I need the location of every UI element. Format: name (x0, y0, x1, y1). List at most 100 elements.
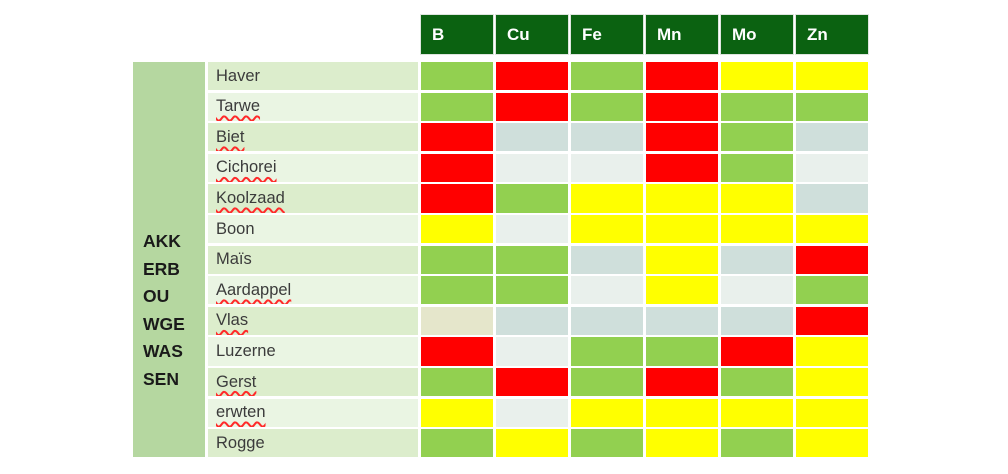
matrix-cell-mn-vlas (646, 306, 718, 336)
matrix-cell-fe-haver (571, 62, 643, 91)
matrix-cell-mo-haver (721, 62, 793, 91)
matrix-cell-fe-gerst (571, 367, 643, 397)
matrix-cell-mn-biet (646, 123, 718, 152)
row-label-text: Biet (216, 127, 245, 146)
matrix-cell-mn-erwten (646, 398, 718, 427)
matrix-cell-mn-gerst (646, 367, 718, 397)
matrix-cell-b-koolzaad (421, 184, 493, 213)
matrix-cell-cu-boon (496, 214, 568, 244)
matrix-cell-mo-luzerne (721, 337, 793, 366)
row-label-aardappel: Aardappel (208, 276, 418, 305)
matrix-cell-zn-mas (796, 245, 868, 274)
row-label-koolzaad: Koolzaad (208, 184, 418, 213)
matrix-cell-fe-rogge (571, 429, 643, 458)
matrix-cell-mo-boon (721, 214, 793, 244)
matrix-cell-b-erwten (421, 398, 493, 427)
row-group-label: AKK ERB OU WGE WAS SEN (143, 231, 185, 389)
matrix-cell-mn-haver (646, 62, 718, 91)
matrix-cell-mo-cichorei (721, 153, 793, 183)
matrix-cell-b-rogge (421, 429, 493, 458)
row-label-text: Vlas (216, 311, 249, 330)
matrix-cell-fe-cichorei (571, 153, 643, 183)
row-label-cichorei: Cichorei (208, 153, 418, 183)
matrix-cell-cu-cichorei (496, 153, 568, 183)
matrix-cell-mn-luzerne (646, 337, 718, 366)
row-label-biet: Biet (208, 123, 418, 152)
matrix-cell-b-cichorei (421, 153, 493, 183)
column-header-cu: Cu (495, 14, 569, 55)
matrix-cell-b-gerst (421, 367, 493, 397)
row-group-label-cell: AKK ERB OU WGE WAS SEN (133, 62, 205, 458)
matrix-cell-mo-rogge (721, 429, 793, 458)
matrix-cell-zn-cichorei (796, 153, 868, 183)
matrix-cell-b-mas (421, 245, 493, 274)
column-header-zn: Zn (795, 14, 869, 55)
matrix-cell-b-biet (421, 123, 493, 152)
matrix-cell-zn-biet (796, 123, 868, 152)
column-header-mo: Mo (720, 14, 794, 55)
matrix-cell-zn-koolzaad (796, 184, 868, 213)
matrix-cell-mo-biet (721, 123, 793, 152)
matrix-cell-fe-boon (571, 214, 643, 244)
row-label-text: Cichorei (216, 158, 277, 177)
matrix-cell-b-aardappel (421, 276, 493, 305)
row-label-luzerne: Luzerne (208, 337, 418, 366)
matrix-cell-zn-erwten (796, 398, 868, 427)
matrix-cell-cu-mas (496, 245, 568, 274)
row-label-mas: Maïs (208, 245, 418, 274)
matrix-cell-zn-aardappel (796, 276, 868, 305)
matrix-cell-cu-gerst (496, 367, 568, 397)
matrix-cell-cu-vlas (496, 306, 568, 336)
row-label-text: Rogge (216, 433, 265, 452)
matrix-cell-cu-rogge (496, 429, 568, 458)
matrix-cell-mo-gerst (721, 367, 793, 397)
matrix-cell-mo-vlas (721, 306, 793, 336)
matrix-cell-b-vlas (421, 306, 493, 336)
row-label-rogge: Rogge (208, 429, 418, 458)
matrix-cell-zn-tarwe (796, 92, 868, 121)
row-label-text: Haver (216, 66, 261, 85)
row-label-tarwe: Tarwe (208, 92, 418, 121)
row-label-text: Gerst (216, 372, 257, 391)
matrix-cell-fe-tarwe (571, 92, 643, 121)
row-label-text: Tarwe (216, 97, 261, 116)
matrix-cell-cu-haver (496, 62, 568, 91)
row-label-vlas: Vlas (208, 306, 418, 336)
matrix-cell-fe-koolzaad (571, 184, 643, 213)
nutrient-header-row: B Cu Fe Mn Mo Zn (420, 14, 869, 55)
matrix-cell-cu-koolzaad (496, 184, 568, 213)
column-header-mn: Mn (645, 14, 719, 55)
matrix-cell-fe-vlas (571, 306, 643, 336)
matrix-cell-mn-boon (646, 214, 718, 244)
matrix-cell-cu-luzerne (496, 337, 568, 366)
row-label-text: Boon (216, 219, 255, 238)
matrix-cell-mo-erwten (721, 398, 793, 427)
matrix-cell-mn-aardappel (646, 276, 718, 305)
matrix-cell-fe-biet (571, 123, 643, 152)
matrix-cell-fe-aardappel (571, 276, 643, 305)
matrix-cell-mo-koolzaad (721, 184, 793, 213)
matrix-cell-zn-haver (796, 62, 868, 91)
matrix-cell-zn-luzerne (796, 337, 868, 366)
matrix-cell-mn-koolzaad (646, 184, 718, 213)
matrix-cell-b-tarwe (421, 92, 493, 121)
crop-nutrient-matrix: AKK ERB OU WGE WAS SEN Haver Tarwe Biet Cic… (133, 62, 868, 458)
matrix-cell-cu-erwten (496, 398, 568, 427)
matrix-cell-mn-mas (646, 245, 718, 274)
row-label-text: Koolzaad (216, 189, 285, 208)
row-label-text: Luzerne (216, 341, 276, 360)
matrix-cell-mn-cichorei (646, 153, 718, 183)
row-label-text: Maïs (216, 250, 252, 269)
matrix-cell-b-haver (421, 62, 493, 91)
matrix-cell-fe-erwten (571, 398, 643, 427)
matrix-cell-mo-tarwe (721, 92, 793, 121)
row-label-text: Aardappel (216, 280, 292, 299)
matrix-cell-zn-vlas (796, 306, 868, 336)
matrix-cell-zn-boon (796, 214, 868, 244)
matrix-cell-cu-tarwe (496, 92, 568, 121)
matrix-cell-mn-rogge (646, 429, 718, 458)
matrix-cell-b-luzerne (421, 337, 493, 366)
matrix-cell-zn-rogge (796, 429, 868, 458)
matrix-cell-mn-tarwe (646, 92, 718, 121)
